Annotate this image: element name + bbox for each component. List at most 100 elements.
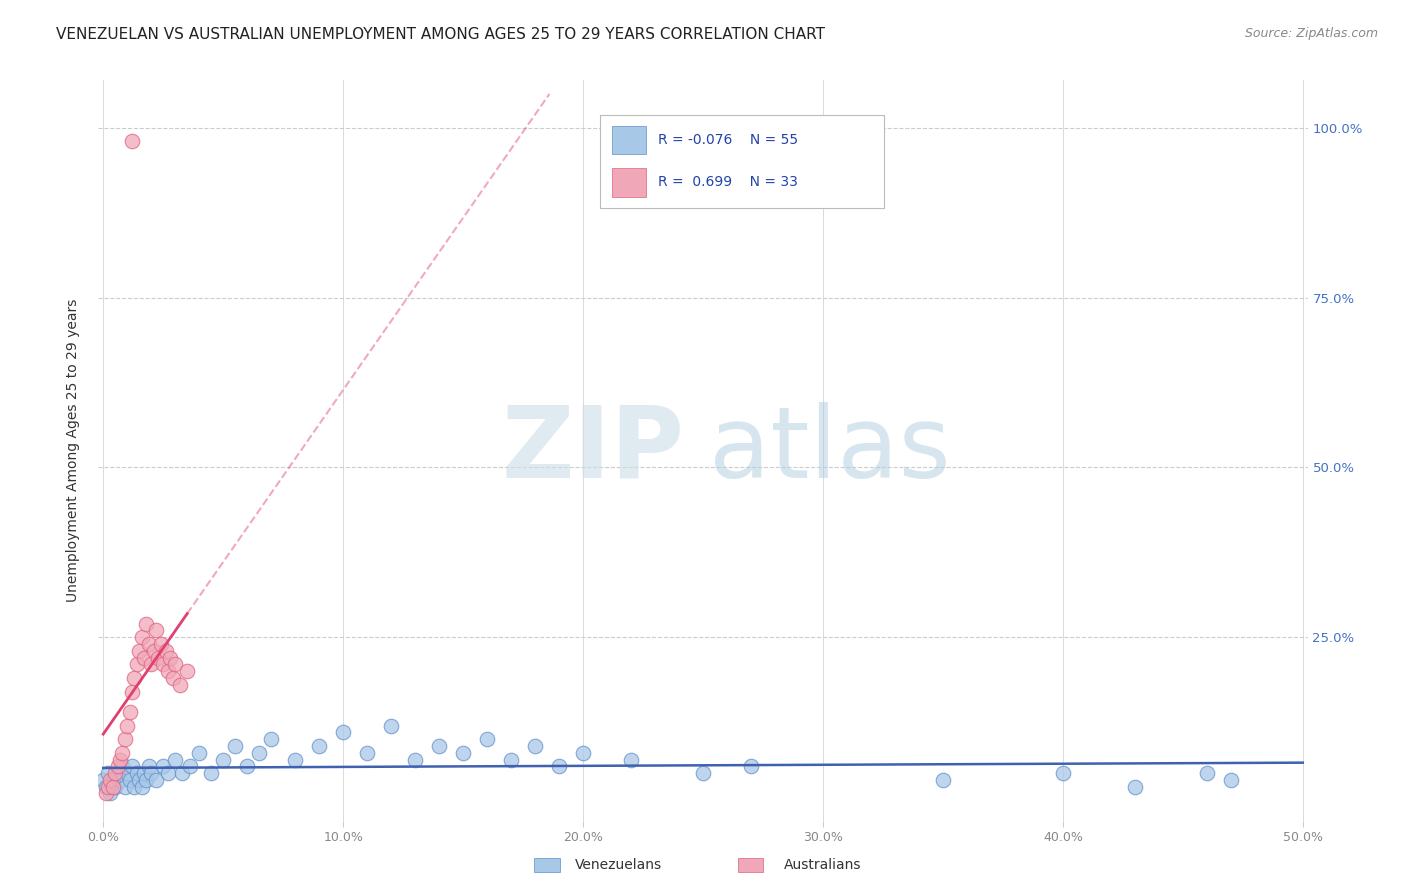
Point — [145, 624, 167, 638]
Point — [236, 759, 259, 773]
Point — [142, 644, 165, 658]
Point — [114, 780, 136, 794]
Point — [572, 746, 595, 760]
Point — [1219, 772, 1241, 787]
Point — [404, 752, 426, 766]
Point — [91, 772, 114, 787]
Bar — [613, 169, 647, 196]
Point — [224, 739, 246, 753]
Point — [115, 766, 138, 780]
Y-axis label: Unemployment Among Ages 25 to 29 years: Unemployment Among Ages 25 to 29 years — [66, 299, 80, 602]
Point — [124, 780, 146, 794]
Text: R =  0.699    N = 33: R = 0.699 N = 33 — [658, 176, 799, 189]
Point — [152, 759, 174, 773]
Point — [141, 766, 163, 780]
Point — [620, 752, 643, 766]
Point — [118, 772, 141, 787]
Point — [332, 725, 354, 739]
Point — [156, 766, 179, 780]
Point — [131, 630, 153, 644]
Text: Australians: Australians — [783, 858, 862, 872]
Point — [475, 732, 498, 747]
Point — [932, 772, 955, 787]
Point — [145, 772, 167, 787]
Point — [111, 746, 134, 760]
Point — [1123, 780, 1146, 794]
Bar — [600, 115, 884, 208]
Point — [172, 766, 194, 780]
Point — [451, 746, 474, 760]
Point — [308, 739, 330, 753]
Point — [165, 657, 187, 672]
Point — [101, 772, 124, 787]
Point — [94, 787, 117, 801]
Text: VENEZUELAN VS AUSTRALIAN UNEMPLOYMENT AMONG AGES 25 TO 29 YEARS CORRELATION CHAR: VENEZUELAN VS AUSTRALIAN UNEMPLOYMENT AM… — [56, 27, 825, 42]
Text: Venezuelans: Venezuelans — [575, 858, 662, 872]
Point — [115, 718, 138, 732]
Point — [149, 637, 172, 651]
Point — [138, 637, 160, 651]
Point — [138, 759, 160, 773]
Point — [124, 671, 146, 685]
Point — [524, 739, 547, 753]
Point — [101, 780, 124, 794]
Point — [148, 650, 170, 665]
Text: atlas: atlas — [709, 402, 950, 499]
Point — [121, 135, 143, 149]
Point — [135, 616, 157, 631]
Point — [125, 766, 148, 780]
Point — [356, 746, 378, 760]
Point — [107, 759, 129, 773]
Point — [104, 780, 127, 794]
Point — [179, 759, 201, 773]
Point — [132, 766, 155, 780]
Point — [692, 766, 714, 780]
Point — [176, 664, 198, 678]
Point — [188, 746, 211, 760]
Point — [100, 772, 122, 787]
Point — [200, 766, 222, 780]
Point — [156, 664, 179, 678]
Text: ZIP: ZIP — [502, 402, 685, 499]
Text: Source: ZipAtlas.com: Source: ZipAtlas.com — [1244, 27, 1378, 40]
Point — [97, 780, 120, 794]
Point — [141, 657, 163, 672]
Point — [159, 650, 181, 665]
Point — [121, 759, 143, 773]
Point — [169, 678, 191, 692]
Point — [165, 752, 187, 766]
Point — [108, 772, 131, 787]
Point — [1052, 766, 1074, 780]
Bar — [613, 126, 647, 154]
Point — [114, 732, 136, 747]
Point — [111, 759, 134, 773]
Point — [135, 772, 157, 787]
Point — [212, 752, 235, 766]
Point — [128, 644, 150, 658]
Point — [548, 759, 571, 773]
Point — [152, 657, 174, 672]
Point — [107, 766, 129, 780]
Point — [118, 705, 141, 719]
Point — [1195, 766, 1218, 780]
Point — [499, 752, 522, 766]
Point — [104, 766, 127, 780]
Point — [427, 739, 450, 753]
Point — [155, 644, 177, 658]
Point — [162, 671, 184, 685]
Point — [131, 780, 153, 794]
Point — [100, 787, 122, 801]
Point — [247, 746, 270, 760]
Point — [94, 780, 117, 794]
Point — [284, 752, 307, 766]
Point — [108, 752, 131, 766]
Point — [125, 657, 148, 672]
Text: R = -0.076    N = 55: R = -0.076 N = 55 — [658, 133, 799, 147]
Point — [128, 772, 150, 787]
Point — [121, 684, 143, 698]
Point — [260, 732, 283, 747]
Point — [740, 759, 762, 773]
Point — [380, 718, 402, 732]
Point — [132, 650, 155, 665]
Point — [97, 766, 120, 780]
